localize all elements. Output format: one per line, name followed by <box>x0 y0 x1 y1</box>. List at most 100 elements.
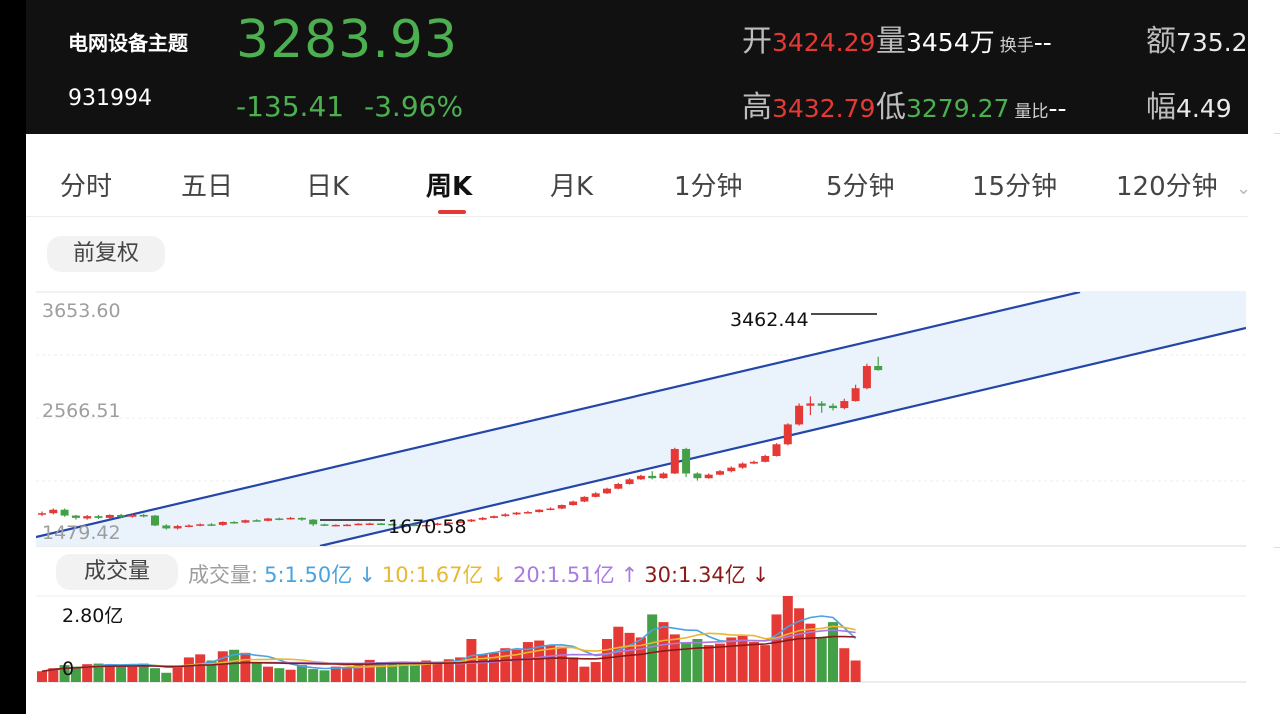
volume-bar <box>681 642 692 682</box>
candle <box>625 479 634 485</box>
candle <box>580 496 589 502</box>
volume-bar <box>522 642 533 682</box>
candle <box>727 467 736 472</box>
candle <box>354 523 363 526</box>
tab-intraday[interactable]: 分时 <box>60 172 113 202</box>
tab-daily-k[interactable]: 日K <box>306 172 350 202</box>
high-stat: 高3432.79 <box>742 90 876 125</box>
volume-bar <box>568 657 579 682</box>
candle <box>241 520 250 523</box>
quote-header: 电网设备主题 931994 3283.93 -135.41 -3.96% 开34… <box>26 0 1248 134</box>
volume-bar <box>409 664 420 682</box>
volume-bar <box>658 622 669 682</box>
tab-120min[interactable]: 120分钟 <box>1116 172 1218 202</box>
candle <box>128 514 137 517</box>
candle <box>806 403 815 406</box>
volume-ma30-line <box>41 635 856 673</box>
volume-indicator-button[interactable]: 成交量 <box>56 554 178 590</box>
volume-bar <box>489 652 499 682</box>
volume-bar <box>828 622 838 682</box>
candle <box>320 524 329 526</box>
price-axis-top: 3653.60 <box>42 300 121 322</box>
candle <box>501 514 510 517</box>
candle <box>252 520 261 522</box>
volume-bar <box>850 660 861 682</box>
high-value: 3432.79 <box>772 94 876 123</box>
volume-bar <box>82 664 93 682</box>
volume-bar <box>466 639 477 682</box>
candle <box>636 475 645 480</box>
candle <box>309 519 318 525</box>
volume-value: 3454万 <box>906 28 995 57</box>
candle <box>591 493 600 497</box>
tab-1min[interactable]: 1分钟 <box>674 172 743 202</box>
volume-bar <box>240 652 251 682</box>
volume-bar <box>545 645 556 682</box>
volume-bar <box>669 634 680 682</box>
volume-bar <box>342 667 353 682</box>
candle <box>603 488 611 494</box>
adjust-mode-button[interactable]: 前复权 <box>47 236 165 272</box>
volume-bar <box>263 666 273 682</box>
volume-legend-prefix: 成交量: <box>188 563 259 587</box>
open-stat: 开3424.29 <box>742 24 876 59</box>
tab-15min[interactable]: 15分钟 <box>972 172 1058 202</box>
volume-bar <box>726 637 737 682</box>
volume-bar <box>48 668 59 682</box>
tab-monthly-k[interactable]: 月K <box>550 172 594 202</box>
volume-bar <box>59 665 70 682</box>
amount-stat: 额735.2 <box>1146 24 1248 59</box>
candle <box>264 518 272 521</box>
candle <box>704 474 713 479</box>
candle <box>535 509 544 513</box>
candle <box>410 524 419 527</box>
tab-five-day[interactable]: 五日 <box>181 172 234 202</box>
volume-bar <box>150 668 160 682</box>
index-name: 电网设备主题 <box>68 31 188 55</box>
volume-bar <box>443 659 454 682</box>
chevron-down-icon[interactable]: ⌄ <box>1236 178 1252 199</box>
tab-weekly-k[interactable]: 周K <box>426 172 473 202</box>
volume-bar <box>217 651 228 682</box>
candle <box>343 524 352 527</box>
candle <box>49 509 58 514</box>
volume-bar <box>556 646 567 682</box>
volume-bar <box>364 659 375 682</box>
volume-bar <box>455 657 466 682</box>
candle <box>422 524 431 527</box>
window-edge-right <box>1248 0 1280 714</box>
candle <box>331 524 340 527</box>
volume-stat: 量3454万 换手-- <box>876 24 1052 59</box>
volume-bar <box>500 648 511 682</box>
volume-bar <box>816 637 827 682</box>
volume-bar <box>398 662 409 682</box>
period-tabs: 分时 五日 日K 周K 月K 1分钟 5分钟 15分钟 120分钟 ⌄ <box>26 134 1252 217</box>
amplitude-value: 4.49 <box>1176 94 1232 123</box>
tab-5min[interactable]: 5分钟 <box>826 172 895 202</box>
volume-bar <box>70 666 81 682</box>
candle <box>275 518 284 520</box>
volume-bar <box>794 608 805 682</box>
volume-bar <box>590 662 601 682</box>
price-axis-bottom: 1479.42 <box>42 522 121 544</box>
volume-bar <box>534 640 545 682</box>
volume-bar <box>127 665 138 682</box>
volume-bar <box>635 637 646 682</box>
candle <box>184 525 193 527</box>
volume-bar <box>737 635 748 682</box>
amount-value: 735.2 <box>1176 28 1248 57</box>
volume-bar <box>195 654 206 682</box>
index-code: 931994 <box>68 86 152 111</box>
candle <box>829 405 837 409</box>
last-price: 3283.93 <box>236 10 459 70</box>
candle <box>614 484 623 489</box>
volume-bar <box>296 665 307 682</box>
candle <box>840 401 849 409</box>
candle <box>523 512 532 514</box>
candle <box>546 508 555 511</box>
volume-bar <box>93 663 104 682</box>
candle <box>490 516 498 518</box>
candle <box>761 455 770 462</box>
candle <box>557 505 566 509</box>
